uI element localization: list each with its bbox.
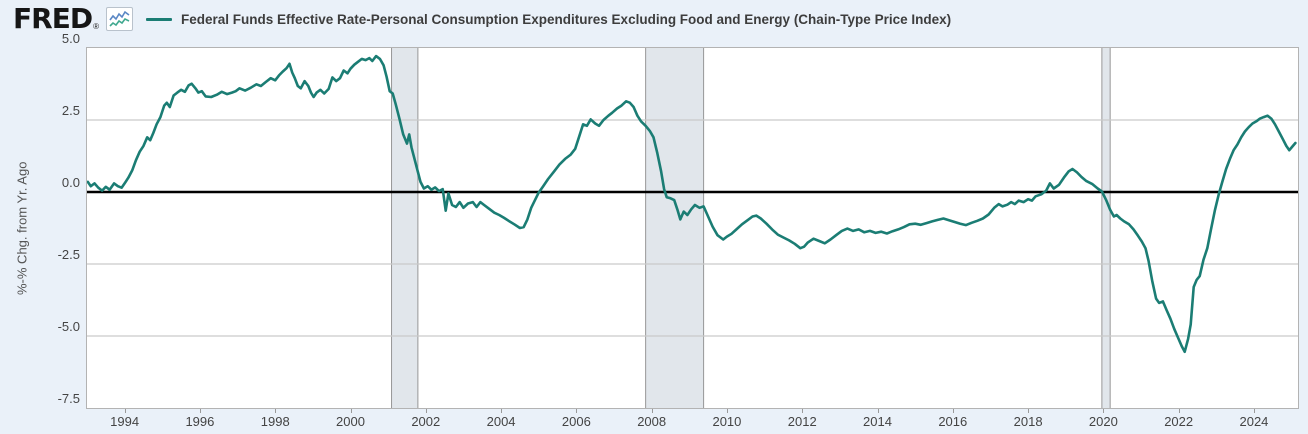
y-tick-label: 0.0 [61, 175, 80, 190]
plot-frame [86, 47, 1299, 409]
chart-header: FRED ® Federal Funds Effective Rate-Pers… [13, 5, 951, 33]
x-tick-label: 2000 [336, 414, 365, 429]
x-tick-label: 1994 [110, 414, 140, 429]
x-tick-mark [199, 409, 201, 413]
x-tick-mark [802, 409, 804, 413]
x-tick-mark [275, 409, 277, 413]
x-tick-label: 2014 [863, 414, 892, 429]
series-line [86, 54, 1297, 354]
registered-trademark: ® [93, 22, 99, 31]
x-tick-label: 1996 [185, 414, 215, 429]
x-tick-mark [651, 409, 653, 413]
x-tick-label: 2010 [712, 414, 742, 429]
fred-sparkline-icon [105, 7, 133, 31]
x-tick-mark [350, 409, 352, 413]
y-axis-title: %-% Chg. from Yr. Ago [14, 161, 30, 295]
legend-series-label: Federal Funds Effective Rate-Personal Co… [180, 11, 952, 27]
y-tick-label: 5.0 [61, 31, 80, 46]
y-tick-label: 2.5 [61, 103, 80, 118]
plot-area[interactable] [86, 48, 1298, 408]
x-tick-label: 2022 [1164, 414, 1194, 429]
y-tick-label: -2.5 [57, 247, 80, 262]
x-tick-mark [726, 409, 728, 413]
x-tick-label: 2018 [1013, 414, 1043, 429]
x-tick-label: 1998 [260, 414, 290, 429]
x-tick-mark [576, 409, 578, 413]
x-tick-mark [1178, 409, 1180, 413]
legend-line-swatch [145, 17, 172, 21]
y-tick-label: -7.5 [57, 391, 80, 406]
x-tick-label: 2008 [637, 414, 667, 429]
x-tick-mark [1103, 409, 1105, 413]
x-tick-mark [952, 409, 954, 413]
x-tick-mark [501, 409, 503, 413]
x-tick-mark [1028, 409, 1030, 413]
x-tick-label: 2002 [411, 414, 441, 429]
x-tick-label: 2024 [1239, 414, 1269, 429]
x-tick-mark [877, 409, 879, 413]
x-tick-mark [124, 409, 126, 413]
recession-band [645, 48, 704, 408]
x-tick-mark [425, 409, 427, 413]
x-tick-mark [1253, 409, 1255, 413]
y-tick-label: -5.0 [57, 319, 80, 334]
x-tick-label: 2012 [787, 414, 817, 429]
x-tick-label: 2004 [486, 414, 516, 429]
x-tick-label: 2020 [1088, 414, 1118, 429]
recession-band [1101, 48, 1111, 408]
x-tick-label: 2016 [938, 414, 968, 429]
x-tick-label: 2006 [561, 414, 591, 429]
fred-logo: FRED [13, 2, 93, 35]
